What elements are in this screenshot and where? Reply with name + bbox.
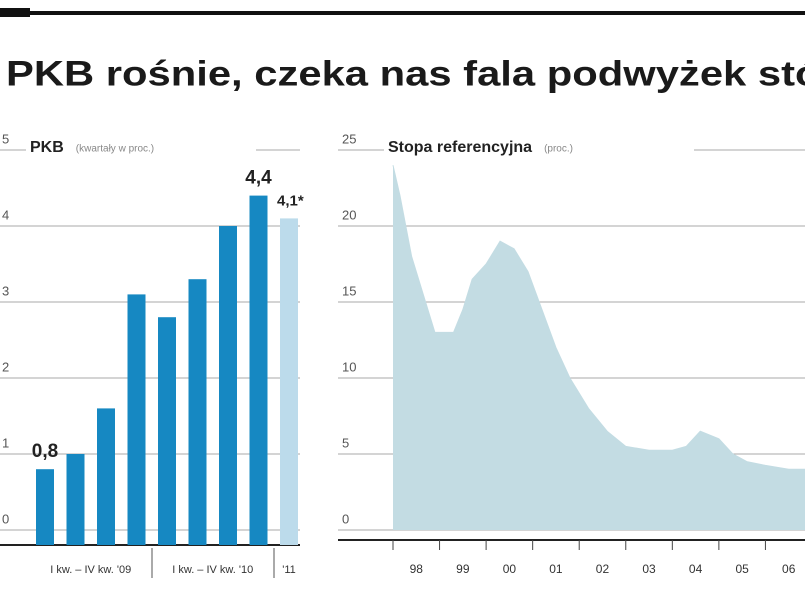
chart-subtitle: (kwartały w proc.) xyxy=(76,144,154,155)
top-rule xyxy=(30,11,805,15)
x-tick-label: 04 xyxy=(689,562,703,576)
title-bg xyxy=(384,136,694,160)
period-label: I kw. – IV kw. '09 xyxy=(50,564,131,576)
y-tick-label: 15 xyxy=(342,283,356,298)
bar xyxy=(36,469,54,545)
y-tick-label: 0 xyxy=(2,511,9,526)
bar xyxy=(188,279,207,545)
y-tick-label: 3 xyxy=(2,283,9,298)
value-label: 0,8 xyxy=(32,441,58,462)
period-label: '11 xyxy=(282,564,296,576)
value-label: 4,4 xyxy=(245,168,272,189)
page-title: PKB rośnie, czeka nas fala podwyżek stóp xyxy=(6,54,805,93)
y-tick-label: 2 xyxy=(2,359,9,374)
bar xyxy=(66,454,85,545)
value-label: 4,1* xyxy=(277,192,304,209)
y-tick-label: 20 xyxy=(342,207,356,222)
bar xyxy=(97,408,115,545)
bar xyxy=(249,195,268,545)
x-tick-label: 00 xyxy=(503,562,517,576)
bar xyxy=(158,317,176,545)
area-fill xyxy=(393,165,805,530)
x-tick-label: 03 xyxy=(642,562,656,576)
x-tick-label: 02 xyxy=(596,562,610,576)
x-tick-label: 01 xyxy=(549,562,563,576)
area xyxy=(392,165,805,470)
chart-subtitle: (proc.) xyxy=(544,144,573,155)
y-tick-label: 4 xyxy=(2,207,9,222)
chart-title: Stopa referencyjna xyxy=(388,139,532,156)
bar xyxy=(219,226,237,545)
title-bg xyxy=(26,136,256,160)
x-tick-label: 98 xyxy=(410,562,424,576)
x-tick-label: 05 xyxy=(735,562,749,576)
y-tick-label: 5 xyxy=(2,131,9,146)
period-label: I kw. – IV kw. '10 xyxy=(172,564,253,576)
y-tick-label: 10 xyxy=(342,359,356,374)
y-tick-label: 25 xyxy=(342,131,356,146)
top-rule-mark xyxy=(0,8,30,17)
chart-title: PKB xyxy=(30,139,64,156)
x-tick-label: 99 xyxy=(456,562,470,576)
bar xyxy=(127,294,146,545)
y-tick-label: 1 xyxy=(2,435,9,450)
y-tick-label: 5 xyxy=(342,435,349,450)
bar xyxy=(280,218,298,545)
x-tick-label: 06 xyxy=(782,562,796,576)
y-tick-label: 0 xyxy=(342,511,349,526)
